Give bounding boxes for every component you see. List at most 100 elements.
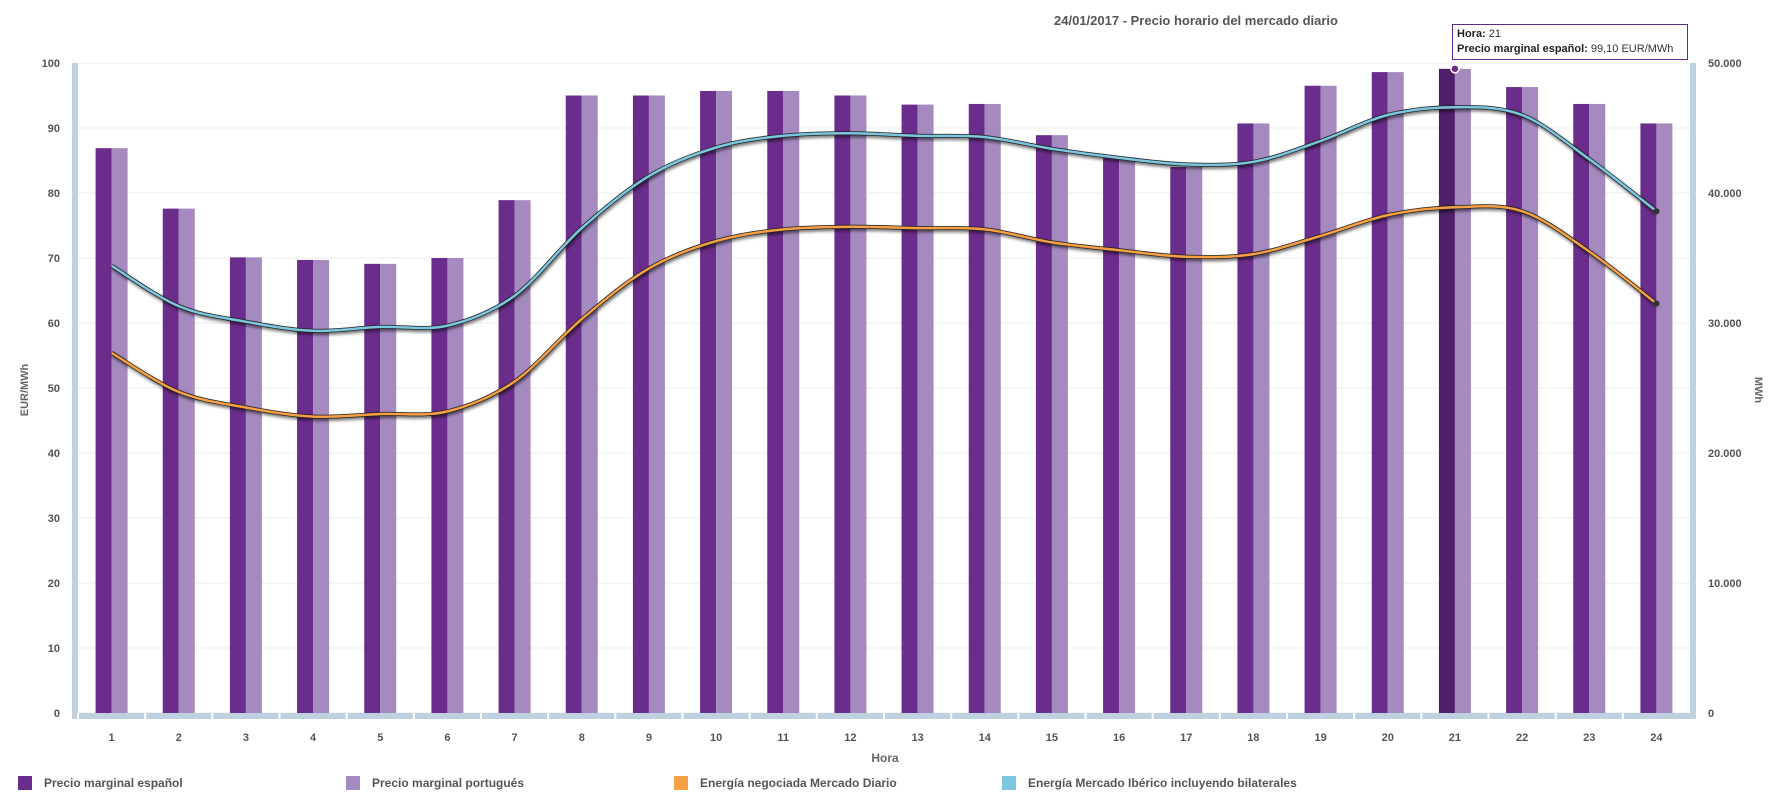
bar-portuguese-price xyxy=(716,90,733,713)
legend-swatch-spanish-price xyxy=(18,776,32,790)
bar-portuguese-price xyxy=(313,259,330,713)
line-daily-energy-end-marker xyxy=(1653,300,1660,307)
y-tick-label: 40 xyxy=(48,448,60,460)
y2-axis-label: MWh xyxy=(1752,377,1764,404)
x-tick-label: 14 xyxy=(979,732,992,744)
bar-spanish-price xyxy=(1103,157,1120,713)
bar-spanish-price xyxy=(229,257,246,713)
y-tick-label: 30 xyxy=(48,513,60,525)
bar-spanish-price xyxy=(968,103,985,713)
legend-label-daily-energy: Energía negociada Mercado Diario xyxy=(700,776,897,790)
bar-spanish-price xyxy=(1438,68,1455,714)
legend-label-iberian-energy: Energía Mercado Ibérico incluyendo bilat… xyxy=(1028,776,1297,790)
x-tick-label: 9 xyxy=(646,732,652,744)
bar-spanish-price xyxy=(95,148,112,713)
y-axis-line xyxy=(72,63,78,719)
bar-portuguese-price xyxy=(850,95,867,713)
bar-portuguese-price xyxy=(1589,103,1606,713)
x-tick-label: 24 xyxy=(1650,732,1663,744)
bar-spanish-price xyxy=(297,259,314,713)
x-tick-label: 22 xyxy=(1516,732,1528,744)
bar-portuguese-price xyxy=(514,200,531,713)
bar-portuguese-price xyxy=(1522,87,1539,714)
bar-portuguese-price xyxy=(1656,123,1673,713)
y2-tick-label: 20.000 xyxy=(1708,448,1742,460)
bar-spanish-price xyxy=(1035,135,1052,713)
x-tick-label: 16 xyxy=(1113,732,1125,744)
legend-label-portuguese-price: Precio marginal portugués xyxy=(372,776,525,790)
legend-swatch-daily-energy xyxy=(674,776,688,790)
y2-tick-label: 0 xyxy=(1708,708,1714,720)
bar-spanish-price xyxy=(767,90,784,713)
bar-portuguese-price xyxy=(1051,135,1068,713)
y2-axis-line xyxy=(1690,63,1696,719)
y-tick-label: 10 xyxy=(48,643,60,655)
grid xyxy=(78,62,1690,714)
y-axis-label: EUR/MWh xyxy=(19,363,31,416)
legend-swatch-portuguese-price xyxy=(346,776,360,790)
y-tick-label: 100 xyxy=(42,58,60,70)
bar-portuguese-price xyxy=(111,148,128,713)
bar-spanish-price xyxy=(364,263,381,713)
tooltip-label-hour: Hora: xyxy=(1457,28,1486,40)
legend-item-spanish-price[interactable]: Precio marginal español xyxy=(18,776,183,790)
bar-spanish-price xyxy=(1371,72,1388,714)
line-iberian-energy-end-marker xyxy=(1653,208,1660,215)
lines xyxy=(110,64,1660,419)
x-tick-label: 4 xyxy=(310,732,317,744)
x-tick-label: 11 xyxy=(777,732,789,744)
bar-portuguese-price xyxy=(178,208,195,713)
y-tick-label: 80 xyxy=(48,188,60,200)
bar-portuguese-price xyxy=(380,263,397,713)
bar-spanish-price xyxy=(1304,85,1321,713)
y2-tick-label: 40.000 xyxy=(1708,188,1742,200)
x-tick-label: 19 xyxy=(1314,732,1326,744)
bar-spanish-price xyxy=(565,95,582,713)
legend-item-portuguese-price[interactable]: Precio marginal portugués xyxy=(346,776,524,790)
tooltip: Hora: 21 Precio marginal español: 99,10 … xyxy=(1452,24,1688,60)
x-tick-label: 8 xyxy=(579,732,585,744)
x-tick-label: 20 xyxy=(1382,732,1394,744)
bar-portuguese-price xyxy=(1186,167,1203,713)
x-tick-label: 7 xyxy=(512,732,518,744)
y-tick-label: 60 xyxy=(48,318,60,330)
bar-portuguese-price xyxy=(1387,72,1404,714)
bar-spanish-price xyxy=(1640,123,1657,713)
line-iberian-energy xyxy=(110,105,1658,333)
x-tick-label: 21 xyxy=(1449,732,1461,744)
bar-portuguese-price xyxy=(1253,123,1270,713)
legend-item-iberian-energy[interactable]: Energía Mercado Ibérico incluyendo bilat… xyxy=(1002,776,1297,790)
tooltip-value-hour: 21 xyxy=(1488,28,1502,40)
bar-portuguese-price xyxy=(581,95,598,713)
y-tick-label: 90 xyxy=(48,123,60,135)
legend-label-spanish-price: Precio marginal español xyxy=(44,776,183,790)
line-daily-energy-shadow xyxy=(110,204,1658,419)
x-tick-label: 17 xyxy=(1180,732,1192,744)
y-tick-label: 70 xyxy=(48,253,60,265)
tooltip-label-price: Precio marginal español: xyxy=(1457,43,1588,55)
bar-portuguese-price xyxy=(917,104,934,714)
bar-portuguese-price xyxy=(648,95,665,713)
x-tick-label: 12 xyxy=(844,732,856,744)
bar-spanish-price xyxy=(834,95,851,713)
bar-spanish-price xyxy=(1573,103,1590,713)
bar-spanish-price xyxy=(1506,87,1523,714)
bar-portuguese-price xyxy=(1119,157,1136,713)
bar-portuguese-price xyxy=(245,257,262,713)
bar-spanish-price xyxy=(901,104,918,714)
x-tick-label: 2 xyxy=(176,732,182,744)
x-tick-label: 23 xyxy=(1583,732,1595,744)
y2-tick-label: 10.000 xyxy=(1708,578,1742,590)
x-tick-label: 10 xyxy=(710,732,722,744)
y-tick-label: 50 xyxy=(48,383,60,395)
y-tick-label: 20 xyxy=(48,578,60,590)
tooltip-value-price: 99,10 EUR/MWh xyxy=(1590,43,1674,55)
bar-portuguese-price xyxy=(1320,85,1337,713)
x-tick-label: 1 xyxy=(109,732,115,744)
legend-item-daily-energy[interactable]: Energía negociada Mercado Diario xyxy=(674,776,897,790)
bar-portuguese-price xyxy=(984,103,1001,713)
y2-tick-label: 30.000 xyxy=(1708,318,1742,330)
bar-spanish-price xyxy=(700,90,717,713)
bar-portuguese-price xyxy=(447,258,464,713)
